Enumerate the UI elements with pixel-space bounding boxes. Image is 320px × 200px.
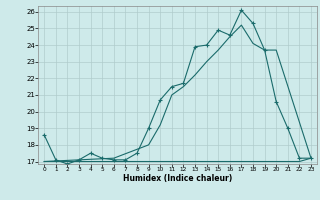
X-axis label: Humidex (Indice chaleur): Humidex (Indice chaleur) (123, 174, 232, 183)
